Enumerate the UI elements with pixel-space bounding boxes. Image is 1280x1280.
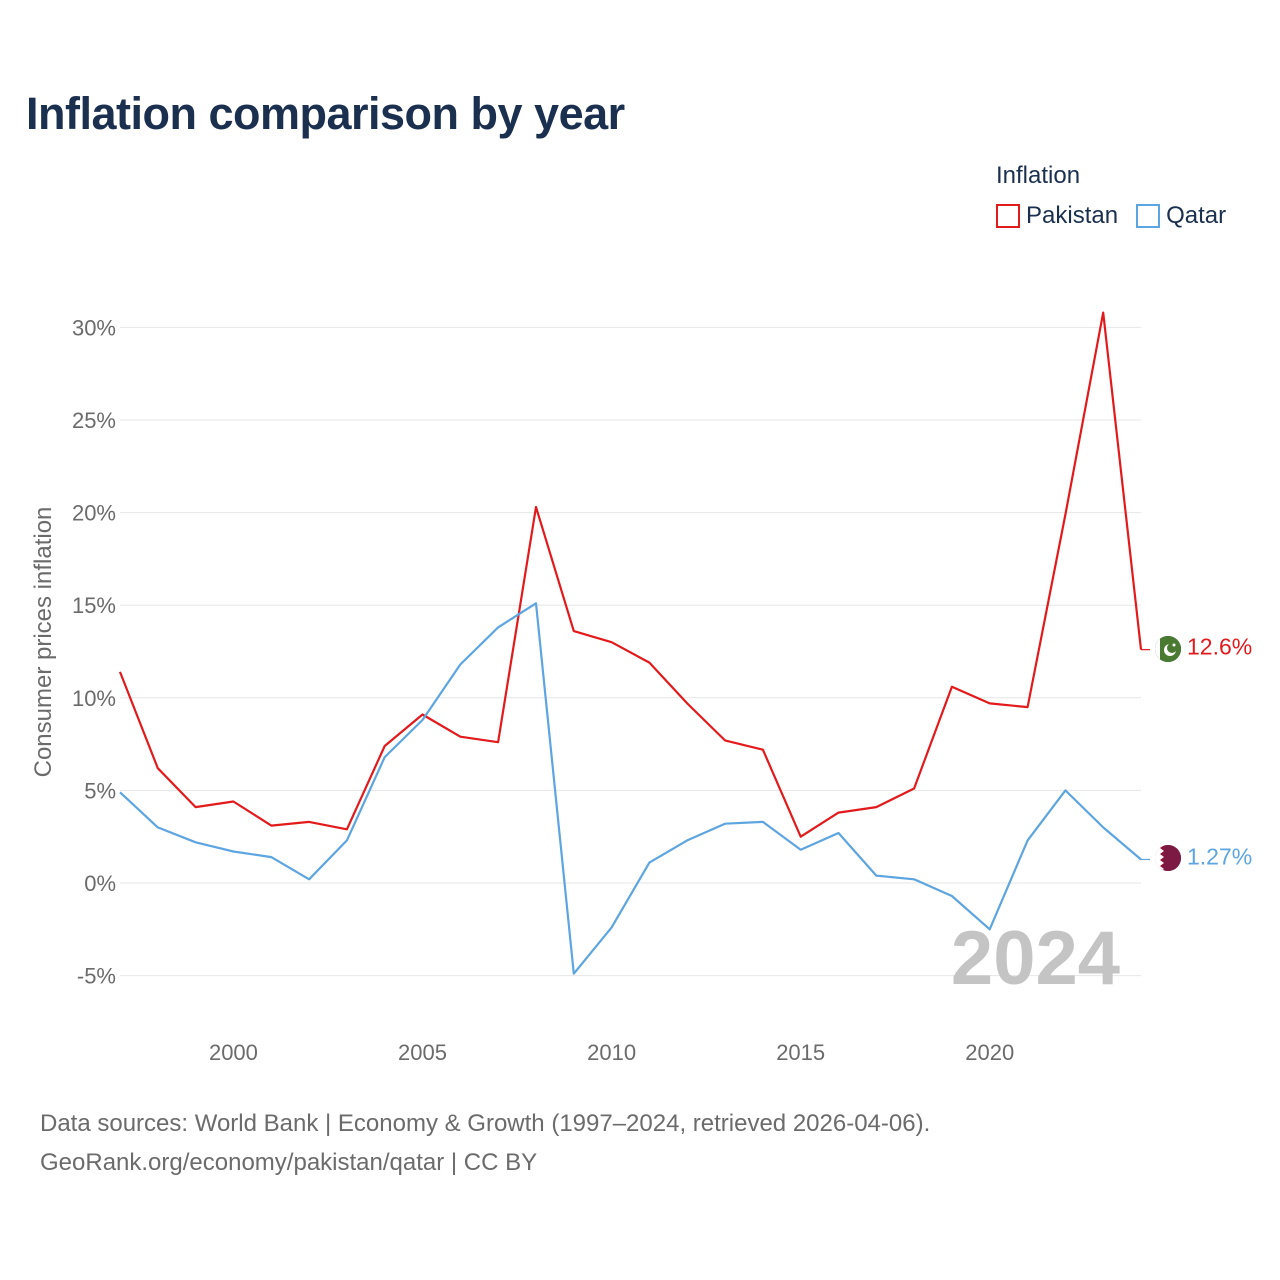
y-tick-label: 5%: [84, 778, 116, 803]
qatar-flag-icon: [1155, 845, 1181, 871]
pakistan-flag-icon: [1155, 636, 1181, 662]
legend-item-pakistan[interactable]: Pakistan: [996, 202, 1118, 230]
legend-label-pakistan: Pakistan: [1026, 202, 1119, 229]
source-note: Data sources: World Bank | Economy & Gro…: [40, 1104, 930, 1182]
legend-item-qatar[interactable]: Qatar: [1136, 202, 1226, 230]
x-tick-label: 2020: [965, 1040, 1014, 1065]
source-line-1: Data sources: World Bank | Economy & Gro…: [40, 1110, 931, 1137]
x-tick-label: 2005: [398, 1040, 447, 1065]
y-tick-label: 30%: [72, 315, 116, 340]
line-chart: 2024 12.6% 1.27% -5% 0% 5% 10% 15% 20% 25% 30% 20…: [30, 311, 1252, 1065]
x-tick-label: 2000: [209, 1040, 258, 1065]
y-tick-label: 20%: [72, 501, 116, 526]
y-tick-label: 0%: [84, 871, 116, 896]
year-watermark: 2024: [951, 916, 1120, 1001]
y-tick-label: 25%: [72, 408, 116, 433]
series-line-qatar[interactable]: [119, 602, 1142, 975]
end-label-pakistan: 12.6%: [1187, 634, 1252, 660]
chart-title: Inflation comparison by year: [26, 88, 625, 139]
x-tick-label: 2015: [776, 1040, 825, 1065]
source-line-2[interactable]: GeoRank.org/economy/pakistan/qatar | CC …: [40, 1149, 538, 1176]
series-line-pakistan[interactable]: [118, 311, 1143, 838]
y-tick-label: 10%: [72, 686, 116, 711]
legend-swatch-qatar: [1136, 204, 1161, 228]
y-tick-label: 15%: [72, 593, 116, 618]
y-tick-label: -5%: [77, 964, 116, 989]
legend-title: Inflation: [996, 162, 1081, 189]
legend-label-qatar: Qatar: [1166, 202, 1227, 229]
y-axis-label: Consumer prices inflation: [30, 507, 57, 778]
x-tick-label: 2010: [587, 1040, 636, 1065]
legend-swatch-pakistan: [996, 204, 1020, 228]
end-label-qatar: 1.27%: [1187, 843, 1252, 869]
legend: Inflation Pakistan Qatar: [996, 162, 1226, 230]
